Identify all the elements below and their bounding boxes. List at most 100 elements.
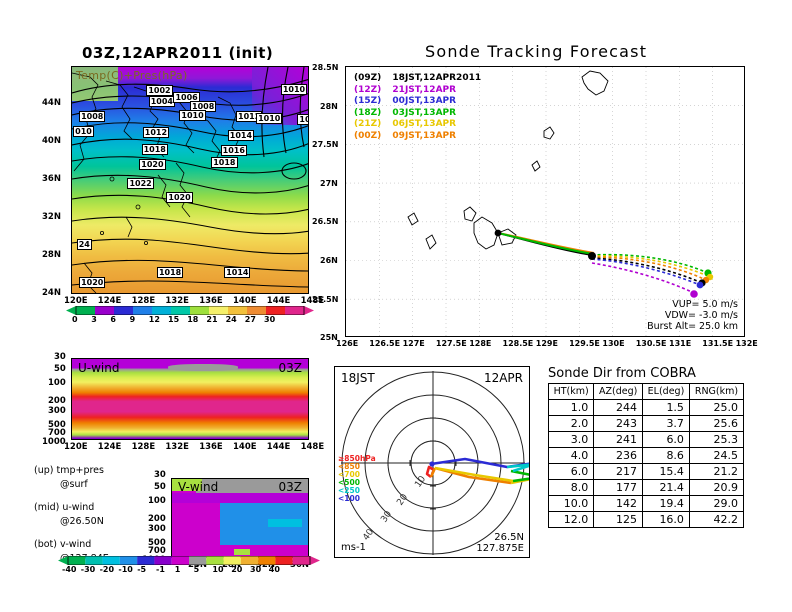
temp-cool-west — [72, 67, 118, 101]
sonde-map-xtick: 131E — [669, 339, 692, 348]
table-cell: 21.4 — [642, 479, 690, 496]
uwind-ytick: 200 — [48, 396, 66, 406]
sonde-map-ytick: 28N — [320, 101, 338, 111]
temp-colorbar-tick: 15 — [168, 315, 180, 324]
wind-colorbar-tick: -10 — [118, 565, 133, 574]
vwind-green-flecks — [234, 549, 250, 555]
isobar-label: 1010 — [256, 113, 283, 125]
table-cell: 8.6 — [642, 447, 690, 464]
wind-colorbar-tick: -40 — [62, 565, 77, 574]
sonde-legend-row: (00Z) 09JST,13APR — [354, 131, 481, 143]
isobar-label: 1008 — [79, 111, 106, 123]
isobar-label: 10 — [297, 114, 308, 126]
sonde-map-title: Sonde Tracking Forecast — [425, 42, 648, 61]
hodograph-lon: 127.875E — [476, 543, 524, 554]
table-cell: 1.0 — [547, 399, 595, 416]
vwind-title: V-wind — [178, 480, 219, 494]
vwind-ytick: 100 — [148, 496, 166, 506]
isobar-label: 1020 — [79, 277, 106, 289]
table-column-header: RNG(km) — [688, 383, 745, 400]
uwind-ytick: 30 — [54, 352, 66, 362]
vwind-ytick: 30 — [154, 470, 166, 480]
sonde-legend-code: (12Z) — [354, 84, 382, 95]
wind-colorbar-tick: 5 — [193, 565, 200, 574]
uwind-xtick: 148E — [300, 442, 325, 452]
sonde-legend-time: 03JST,13APR — [389, 107, 457, 118]
table-cell: 217 — [593, 463, 644, 480]
sonde-map-xtick: 127.5E — [435, 339, 467, 348]
table-cell: 10.0 — [547, 495, 595, 512]
hodograph-level-label: <700 — [338, 470, 360, 479]
sonde-annotation: Burst Alt= 25.0 km — [647, 321, 738, 332]
wind-colorbar-tick: -20 — [99, 565, 115, 574]
sonde-map-ytick: 27.5N — [312, 140, 339, 150]
sonde-annotation: VDW= -3.0 m/s — [664, 310, 738, 321]
temp-colorbar — [66, 306, 314, 315]
hodograph-corner-tr: 12APR — [483, 371, 523, 385]
isobar-label: 1018 — [141, 143, 168, 155]
sonde-map-xtick: 131.5E — [702, 339, 734, 348]
hodograph-lat: 26.5N — [494, 532, 524, 543]
panel-note-line1: (up) tmp+pres — [34, 465, 104, 476]
panel-note-line1: (mid) u-wind — [34, 502, 95, 513]
wind-colorbar-tick: 10 — [212, 565, 224, 574]
synoptic-ytick: 36N — [42, 174, 61, 184]
isobar-label: 1018 — [211, 157, 238, 169]
vwind-xtick: 36N — [290, 560, 309, 570]
isobar-contours — [72, 67, 308, 288]
sonde-annotation: VUP= 5.0 m/s — [672, 299, 738, 310]
hodograph-level-label: <250 — [338, 486, 360, 495]
table-cell: 6.0 — [642, 431, 690, 448]
temp-colorbar-tick: 3 — [91, 315, 97, 324]
synoptic-ytick: 44N — [42, 98, 61, 108]
table-column-header: AZ(deg) — [593, 383, 644, 400]
table-cell: 42.2 — [688, 511, 745, 528]
table-row: 3.0 241 6.0 25.3 — [547, 431, 745, 448]
uwind-xtick: 136E — [199, 442, 223, 452]
vwind-ytick: 300 — [148, 524, 166, 534]
table-cell: 8.0 — [547, 479, 595, 496]
panel-note-line1: (bot) v-wind — [34, 539, 92, 550]
hodograph-corner-tl: 18JST — [341, 371, 375, 385]
synoptic-ytick: 32N — [42, 212, 61, 222]
synoptic-xtick: 120E — [64, 296, 88, 306]
isobar-label: 1020 — [139, 158, 166, 170]
table-cell: 20.9 — [688, 479, 745, 496]
table-cell: 19.4 — [642, 495, 690, 512]
sonde-map-xtick: 130E — [602, 339, 625, 348]
sonde-direction-table: HT(km) AZ(deg) EL(deg) RNG(km) 1.0 244 1.5 25.0… — [547, 383, 745, 528]
vwind-xtick: 24N — [188, 560, 207, 570]
wind-colorbar-tick: 30 — [250, 565, 262, 574]
table-cell: 236 — [593, 447, 644, 464]
uwind-panel: U-wind 03Z — [71, 358, 309, 440]
sonde-map-xtick: 128.5E — [502, 339, 534, 348]
hodograph-station-coords: 26.5N 127.875E — [476, 532, 524, 554]
sonde-map-ytick: 26N — [320, 256, 338, 265]
table-row: 8.0 177 21.4 20.9 — [547, 479, 745, 496]
sonde-map-ytick: 28.5N — [312, 63, 339, 72]
table-cell: 125 — [593, 511, 644, 528]
vwind-panel: V-wind 03Z — [171, 478, 309, 558]
sonde-legend-time: 06JST,13APR — [389, 119, 457, 129]
wind-colorbar-tick: -5 — [137, 565, 147, 574]
isobar-label: 1002 — [146, 85, 173, 97]
table-cell: 25.6 — [688, 415, 745, 432]
sonde-map-xtick: 126E — [336, 339, 359, 348]
synoptic-ytick: 28N — [42, 250, 61, 260]
sonde-legend-time: 09JST,13APR — [389, 130, 457, 141]
table-row: 1.0 244 1.5 25.0 — [547, 399, 745, 416]
sonde-map-ytick: 26.5N — [312, 217, 339, 227]
temp-colorbar-tick: 18 — [187, 315, 199, 324]
table-column-header: EL(deg) — [642, 383, 690, 400]
isobar-label: 1020 — [166, 192, 193, 204]
synoptic-xtick: 144E — [266, 296, 291, 306]
hodograph-level-label: <850 — [338, 462, 360, 471]
table-cell: 12.0 — [547, 511, 595, 528]
temp-colorbar-tick: 9 — [129, 315, 136, 324]
sonde-map-ytick: 25.5N — [312, 294, 339, 304]
sonde-legend-code: (00Z) — [354, 130, 382, 141]
wind-colorbar-tick: -1 — [156, 565, 165, 574]
sonde-legend-row: (21Z) 06JST,13APR — [354, 119, 481, 131]
uwind-shading — [72, 359, 308, 439]
table-cell: 241 — [593, 431, 644, 448]
